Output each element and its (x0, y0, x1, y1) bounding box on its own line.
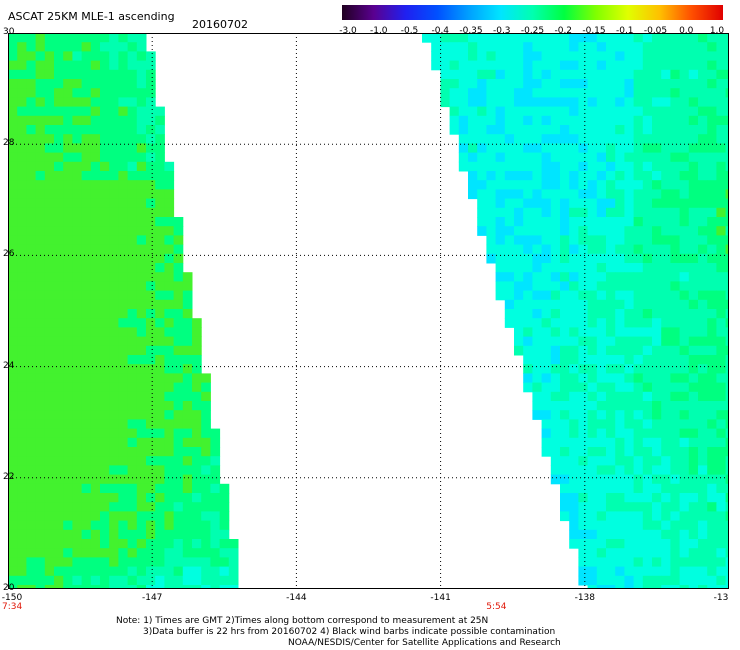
swath-map (8, 33, 729, 589)
colorbar-tick-label: -0.15 (582, 26, 606, 36)
lat-label: 26 (3, 249, 15, 260)
note-line-2: 3)Data buffer is 22 hrs from 20160702 4)… (143, 627, 556, 637)
lat-label: 28 (3, 138, 15, 149)
colorbar-tick-label: -0.3 (492, 26, 511, 36)
swath-time-label: 7:34 (2, 602, 23, 612)
colorbar-tick-label: -0.35 (459, 26, 483, 36)
lat-label: 30 (3, 27, 15, 37)
colorbar (342, 5, 723, 20)
colorbar-tick-label: -1.0 (369, 26, 388, 36)
colorbar-tick-label: 0.0 (679, 26, 694, 36)
colorbar-tick-label: -0.4 (431, 26, 450, 36)
lon-label: -138 (574, 593, 596, 603)
chart-title: ASCAT 25KM MLE-1 ascending (8, 10, 175, 23)
colorbar-tick-label: -0.2 (554, 26, 573, 36)
lon-label: -141 (430, 593, 451, 603)
colorbar-tick-label: -0.25 (520, 26, 545, 36)
chart-date: 20160702 (192, 18, 248, 31)
colorbar-gradient (342, 5, 723, 20)
lat-label: 20 (3, 583, 15, 593)
lat-label: 24 (3, 360, 15, 371)
lon-label: -13 (713, 593, 729, 603)
colorbar-tick-label: -0.5 (400, 26, 419, 36)
colorbar-tick-label: -3.0 (339, 26, 357, 36)
swath-time-label: 5:54 (486, 602, 507, 612)
note-line-3: NOAA/NESDIS/Center for Satellite Applica… (288, 638, 561, 648)
lon-label: -144 (286, 593, 307, 603)
colorbar-tick-label: -0.05 (643, 26, 668, 36)
lon-label: -147 (141, 593, 163, 603)
lon-label: -150 (1, 593, 23, 603)
colorbar-tick-label: 1.0 (709, 26, 725, 36)
lat-label: 22 (3, 471, 15, 482)
note-line-1: Note: 1) Times are GMT 2)Times along bot… (116, 616, 489, 626)
colorbar-tick-label: -0.1 (615, 26, 634, 36)
